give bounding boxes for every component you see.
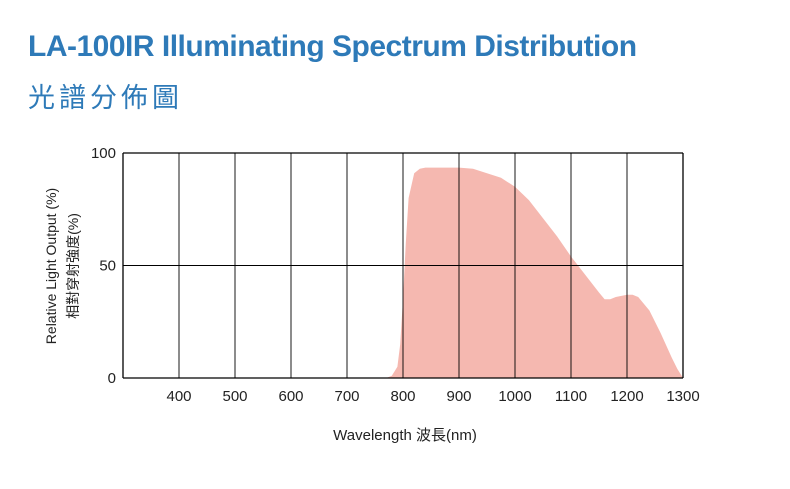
x-tick-label: 600	[278, 388, 303, 405]
spectrum-area-0	[386, 167, 683, 378]
x-tick-label: 800	[390, 388, 415, 405]
chart-title: LA-100IR Illuminating Spectrum Distribut…	[28, 30, 637, 63]
y-axis-label: Relative Light Output (%)	[43, 188, 59, 344]
x-tick-label: 900	[446, 388, 471, 405]
y-tick-label: 100	[91, 145, 116, 162]
x-tick-label: 500	[222, 388, 247, 405]
x-tick-label: 1200	[610, 388, 643, 405]
x-axis-label: Wavelength 波長(nm)	[333, 427, 477, 444]
y-axis-label-chinese: 相對穿射強度(%)	[65, 213, 81, 319]
x-tick-label: 1300	[666, 388, 699, 405]
y-tick-label: 50	[99, 258, 116, 275]
x-tick-label: 400	[166, 388, 191, 405]
x-tick-label: 1000	[498, 388, 531, 405]
y-tick-label: 0	[108, 370, 116, 387]
chart-subtitle: 光譜分佈圖	[28, 83, 183, 114]
x-tick-label: 700	[334, 388, 359, 405]
x-tick-label: 1100	[555, 388, 587, 405]
